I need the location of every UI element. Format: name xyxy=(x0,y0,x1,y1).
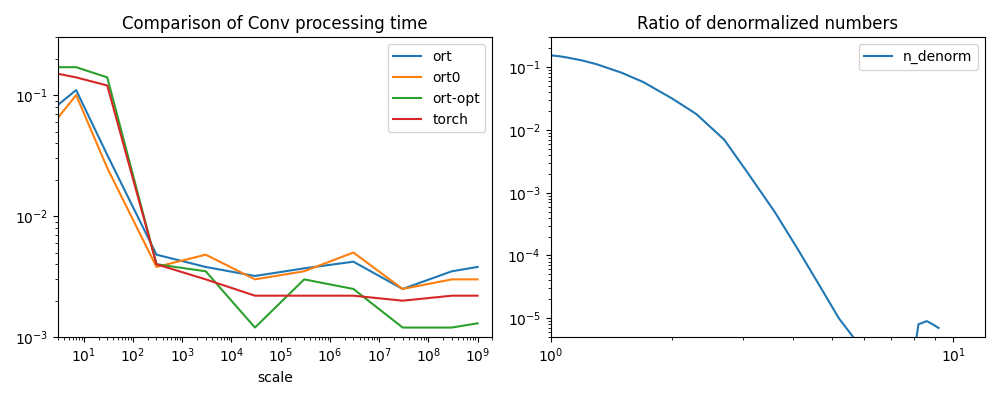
ort-opt xyxy=(52,65,64,70)
n_denorm xyxy=(927,322,939,327)
ort xyxy=(446,269,458,274)
ort xyxy=(472,264,484,269)
torch xyxy=(101,83,113,88)
n_denorm xyxy=(921,319,933,324)
torch xyxy=(200,277,212,282)
Line: n_denorm: n_denorm xyxy=(551,55,939,400)
Line: torch: torch xyxy=(58,74,478,301)
ort xyxy=(347,259,359,264)
Line: ort-opt: ort-opt xyxy=(58,67,478,328)
ort-opt xyxy=(70,65,82,70)
Title: Comparison of Conv processing time: Comparison of Conv processing time xyxy=(122,15,428,33)
ort-opt xyxy=(101,75,113,80)
torch xyxy=(298,293,310,298)
X-axis label: scale: scale xyxy=(257,371,293,385)
torch xyxy=(397,298,409,303)
ort0 xyxy=(70,93,82,98)
ort xyxy=(200,264,212,269)
n_denorm xyxy=(852,341,864,346)
n_denorm xyxy=(553,54,565,59)
n_denorm xyxy=(869,368,881,372)
ort-opt xyxy=(397,325,409,330)
n_denorm xyxy=(637,80,649,84)
ort0 xyxy=(347,250,359,255)
ort0 xyxy=(446,277,458,282)
Legend: n_denorm: n_denorm xyxy=(859,44,978,70)
n_denorm xyxy=(718,137,730,142)
n_denorm xyxy=(561,55,573,60)
n_denorm xyxy=(833,316,845,321)
ort0 xyxy=(200,252,212,257)
ort-opt xyxy=(200,269,212,274)
ort0 xyxy=(298,269,310,274)
ort0 xyxy=(52,115,64,120)
torch xyxy=(249,293,261,298)
Line: ort: ort xyxy=(58,90,478,289)
n_denorm xyxy=(933,326,945,330)
ort-opt xyxy=(150,262,162,267)
ort0 xyxy=(472,277,484,282)
ort-opt xyxy=(298,277,310,282)
n_denorm xyxy=(616,70,628,75)
ort xyxy=(249,274,261,278)
Title: Ratio of denormalized numbers: Ratio of denormalized numbers xyxy=(637,15,898,33)
n_denorm xyxy=(791,246,803,251)
ort xyxy=(150,252,162,257)
ort xyxy=(70,88,82,92)
n_denorm xyxy=(769,209,781,214)
ort-opt xyxy=(347,286,359,291)
torch xyxy=(52,71,64,76)
n_denorm xyxy=(690,112,702,116)
torch xyxy=(446,293,458,298)
ort xyxy=(397,286,409,291)
n_denorm xyxy=(912,322,924,327)
ort xyxy=(52,102,64,107)
ort0 xyxy=(101,166,113,170)
ort-opt xyxy=(249,325,261,330)
Line: ort0: ort0 xyxy=(58,95,478,289)
ort-opt xyxy=(472,321,484,326)
ort0 xyxy=(150,264,162,269)
n_denorm xyxy=(885,392,897,397)
n_denorm xyxy=(742,172,754,176)
n_denorm xyxy=(815,286,827,291)
ort-opt xyxy=(446,325,458,330)
Legend: ort, ort0, ort-opt, torch: ort, ort0, ort-opt, torch xyxy=(388,44,485,132)
torch xyxy=(150,262,162,267)
torch xyxy=(70,75,82,80)
n_denorm xyxy=(576,58,588,63)
torch xyxy=(347,293,359,298)
ort xyxy=(101,152,113,157)
n_denorm xyxy=(666,96,678,101)
torch xyxy=(472,293,484,298)
ort0 xyxy=(397,286,409,291)
n_denorm xyxy=(545,53,557,58)
ort xyxy=(298,266,310,271)
ort0 xyxy=(249,277,261,282)
n_denorm xyxy=(590,62,602,66)
